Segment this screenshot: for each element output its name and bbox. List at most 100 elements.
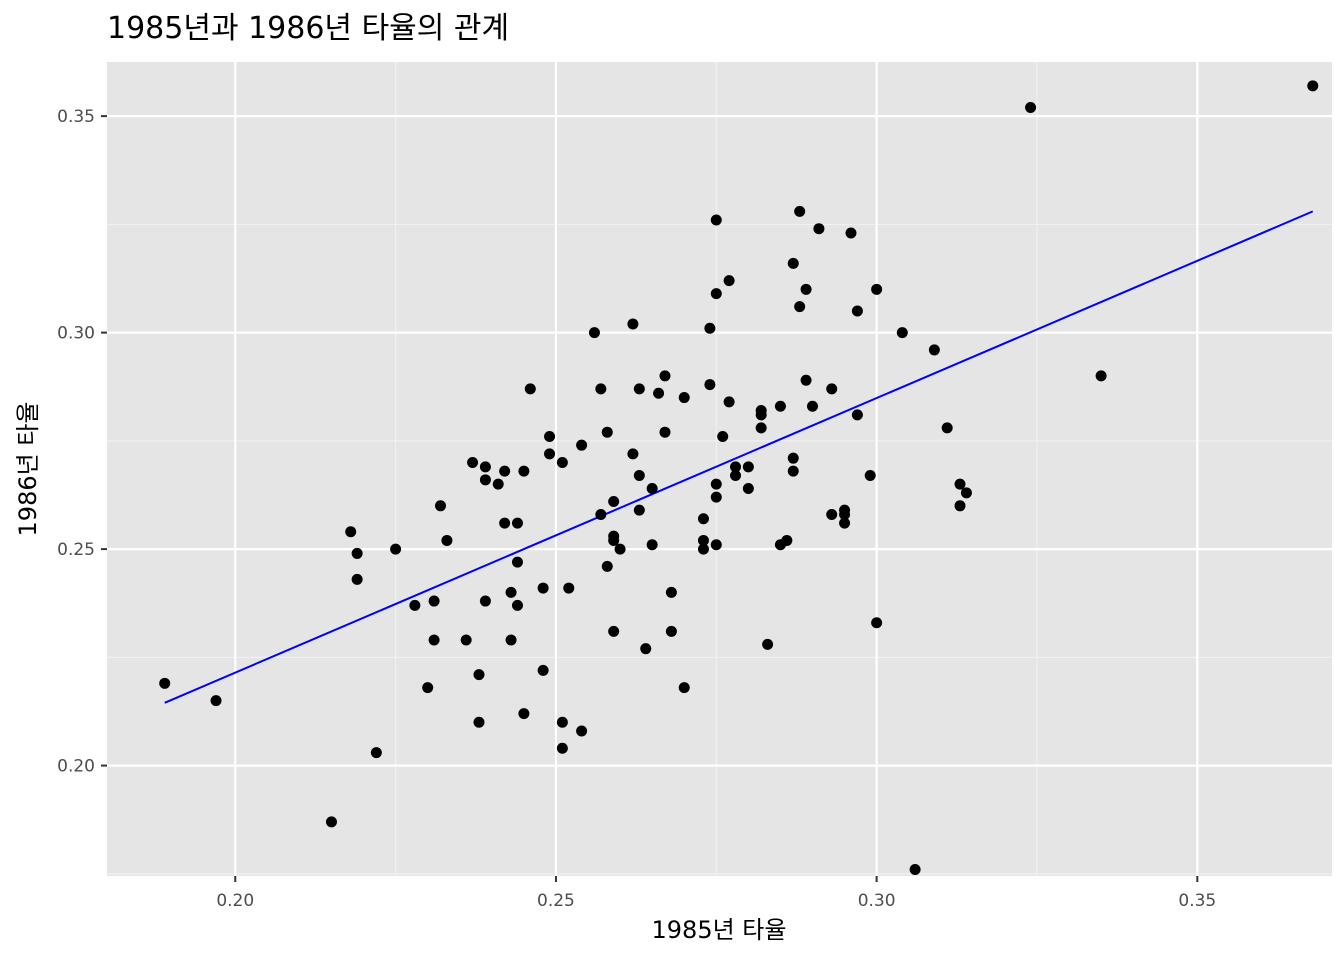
data-point	[479, 474, 491, 486]
data-point	[954, 500, 966, 512]
y-axis-title: 1986년 타율	[14, 402, 42, 537]
data-point	[1307, 80, 1319, 92]
data-point	[511, 556, 523, 568]
data-point	[678, 682, 690, 694]
x-axis-title: 1985년 타율	[652, 916, 787, 944]
data-point	[864, 469, 876, 481]
data-point	[826, 508, 838, 520]
data-point	[646, 482, 658, 494]
data-point	[473, 669, 485, 681]
data-point	[524, 383, 536, 395]
x-tick-label: 0.30	[858, 891, 896, 911]
data-point	[1095, 370, 1107, 382]
data-point	[492, 478, 504, 490]
data-point	[518, 465, 530, 477]
data-point	[717, 431, 729, 443]
data-point	[345, 526, 357, 538]
data-point	[800, 283, 812, 295]
data-point	[781, 534, 793, 546]
data-point	[351, 547, 363, 559]
data-point	[608, 534, 620, 546]
data-point	[710, 491, 722, 503]
data-point	[518, 708, 530, 720]
data-point	[896, 327, 908, 339]
data-point	[723, 275, 735, 287]
data-point	[511, 599, 523, 611]
x-tick-label: 0.25	[537, 891, 575, 911]
data-point	[473, 716, 485, 728]
data-point	[794, 205, 806, 217]
data-point	[511, 517, 523, 529]
data-point	[351, 573, 363, 585]
data-point	[697, 543, 709, 555]
data-point	[435, 500, 447, 512]
data-point	[845, 227, 857, 239]
data-point	[633, 469, 645, 481]
data-point	[762, 638, 774, 650]
data-point	[505, 634, 517, 646]
data-point	[787, 465, 799, 477]
x-tick-label: 0.35	[1178, 891, 1216, 911]
data-point	[601, 426, 613, 438]
data-point	[851, 409, 863, 421]
data-point	[588, 327, 600, 339]
data-point	[826, 383, 838, 395]
x-axis: 0.20 0.25 0.30 0.35	[216, 876, 1216, 911]
y-tick-label: 0.30	[57, 324, 95, 344]
data-point	[159, 677, 171, 689]
data-point	[653, 387, 665, 399]
data-point	[941, 422, 953, 434]
data-point	[742, 461, 754, 473]
fit-line	[164, 210, 1314, 704]
data-point	[428, 634, 440, 646]
data-point	[646, 539, 658, 551]
data-point	[755, 422, 767, 434]
data-point	[556, 742, 568, 754]
data-point	[633, 383, 645, 395]
data-point	[460, 634, 472, 646]
data-point	[640, 643, 652, 655]
data-point	[710, 288, 722, 300]
data-point	[697, 513, 709, 525]
data-point	[563, 582, 575, 594]
data-point	[787, 257, 799, 269]
data-point	[730, 469, 742, 481]
data-point	[633, 504, 645, 516]
data-point	[370, 747, 382, 759]
data-point	[723, 396, 735, 408]
data-point	[710, 478, 722, 490]
data-point	[390, 543, 402, 555]
data-point	[678, 392, 690, 404]
data-point	[960, 487, 972, 499]
data-point	[871, 283, 883, 295]
data-point	[544, 431, 556, 443]
data-points	[159, 80, 1319, 876]
data-point	[710, 214, 722, 226]
data-point	[537, 582, 549, 594]
data-point	[601, 560, 613, 572]
data-point	[928, 344, 940, 356]
data-point	[665, 625, 677, 637]
data-point	[479, 461, 491, 473]
plot-panel	[107, 62, 1332, 876]
data-point	[544, 448, 556, 460]
data-point	[806, 400, 818, 412]
data-point	[839, 517, 851, 529]
data-point	[787, 452, 799, 464]
y-axis: 0.20 0.25 0.30 0.35	[57, 107, 107, 777]
data-point	[325, 816, 337, 828]
data-point	[774, 400, 786, 412]
data-point	[479, 595, 491, 607]
y-tick-label: 0.25	[57, 540, 95, 560]
data-point	[608, 625, 620, 637]
data-point	[813, 223, 825, 235]
data-point	[851, 305, 863, 317]
data-point	[576, 439, 588, 451]
data-point	[909, 864, 921, 876]
data-point	[595, 383, 607, 395]
data-point	[210, 695, 222, 707]
data-point	[537, 664, 549, 676]
data-point	[422, 682, 434, 694]
x-tick-label: 0.20	[216, 891, 254, 911]
